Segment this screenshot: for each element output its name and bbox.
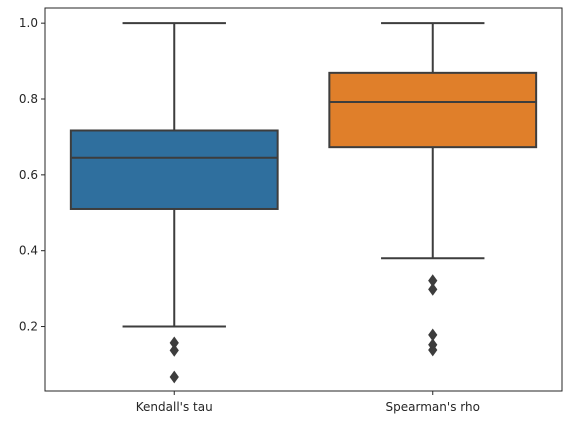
box-2-outlier-point: [428, 283, 438, 296]
box-1-iqr-box: [69, 129, 279, 210]
x-tick-label: Spearman's rho: [386, 400, 480, 414]
y-tick-label: 1.0: [19, 16, 38, 30]
y-tick-label: 0.4: [19, 244, 38, 258]
box-2-outlier-point: [428, 343, 438, 357]
box-1-outlier-point: [169, 370, 179, 384]
plot-frame: [44, 7, 563, 392]
y-tick-label: 0.6: [19, 168, 38, 182]
x-tick-label: Kendall's tau: [136, 400, 213, 414]
box-1-outlier-point: [169, 344, 179, 357]
box-2-iqr-box: [328, 71, 538, 149]
y-tick-label: 0.2: [19, 320, 38, 334]
y-tick-label: 0.8: [19, 92, 38, 106]
